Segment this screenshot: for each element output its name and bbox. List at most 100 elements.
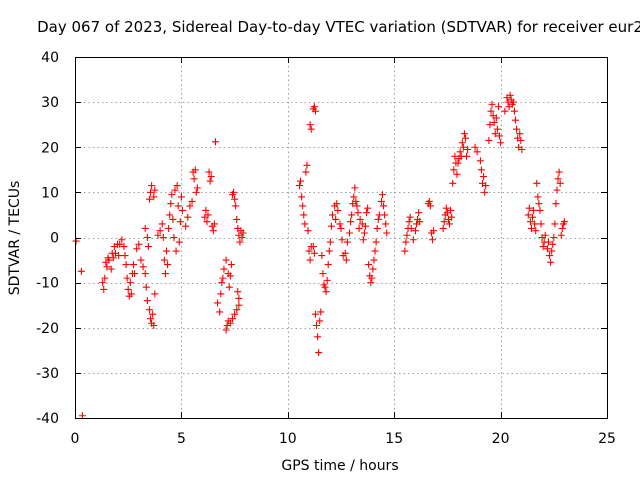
data-point: [311, 107, 319, 115]
data-point: [203, 218, 211, 226]
data-point: [409, 236, 417, 244]
data-point: [177, 193, 185, 201]
data-point: [147, 188, 155, 196]
data-point: [332, 215, 340, 223]
data-point: [313, 321, 321, 329]
data-point: [165, 224, 173, 232]
data-point: [236, 238, 244, 246]
data-point: [167, 200, 175, 208]
x-tick-label: 10: [279, 431, 297, 447]
data-point: [356, 215, 364, 223]
data-point: [126, 279, 134, 287]
data-point: [448, 213, 456, 221]
data-point: [517, 136, 525, 144]
y-tick-label: -30: [36, 366, 59, 382]
data-point: [334, 206, 342, 214]
data-point: [190, 175, 198, 183]
data-point: [170, 234, 178, 241]
data-point: [174, 202, 182, 210]
data-point: [235, 294, 243, 302]
data-point: [506, 91, 514, 99]
data-point: [209, 227, 217, 235]
data-point: [301, 220, 309, 228]
data-point: [314, 333, 322, 341]
data-point: [430, 227, 438, 235]
data-point: [350, 193, 358, 201]
data-point: [303, 161, 311, 169]
data-point: [116, 240, 124, 248]
data-point: [487, 107, 495, 115]
data-point: [154, 231, 162, 239]
data-point: [458, 139, 466, 147]
data-point: [216, 308, 224, 316]
data-point: [238, 234, 246, 241]
data-point: [463, 152, 471, 160]
data-point: [527, 224, 535, 232]
data-point: [305, 247, 313, 255]
data-point: [166, 211, 174, 219]
data-point: [373, 224, 381, 232]
data-point: [148, 182, 156, 190]
data-point: [173, 182, 181, 190]
data-point: [429, 236, 437, 244]
data-point: [225, 283, 233, 291]
data-point: [380, 202, 388, 210]
data-point: [127, 290, 135, 298]
data-point: [501, 107, 509, 115]
data-point: [160, 256, 168, 264]
data-point: [205, 168, 213, 176]
y-tick-label: 40: [41, 50, 59, 66]
data-point: [310, 103, 318, 111]
data-point: [297, 177, 305, 185]
data-point: [359, 236, 367, 244]
data-point: [235, 301, 243, 309]
data-point: [133, 245, 141, 253]
data-point: [107, 265, 115, 273]
data-point: [192, 188, 200, 196]
data-point: [310, 249, 318, 257]
data-point: [233, 215, 241, 223]
data-point: [481, 188, 489, 196]
data-point: [144, 243, 152, 251]
data-point: [552, 200, 560, 208]
data-point: [145, 306, 153, 314]
data-point: [323, 276, 331, 284]
axis-ticks: [75, 57, 608, 419]
x-tick-label: 5: [177, 431, 186, 447]
data-point: [184, 213, 192, 221]
data-point: [439, 224, 447, 232]
data-point: [99, 279, 107, 287]
data-point: [425, 197, 433, 205]
data-point: [304, 227, 312, 235]
data-point: [306, 121, 314, 129]
data-point: [175, 238, 183, 246]
data-point: [353, 202, 361, 210]
data-point: [333, 200, 341, 208]
data-point: [368, 274, 376, 282]
y-tick-label: 10: [41, 185, 59, 201]
data-point: [447, 206, 455, 214]
data-point: [233, 306, 241, 314]
data-point: [556, 179, 564, 187]
y-tick-label: -40: [36, 411, 59, 427]
data-point: [557, 231, 565, 239]
data-point: [461, 134, 469, 142]
data-point: [547, 258, 555, 266]
data-point: [316, 317, 324, 325]
data-point: [118, 236, 126, 244]
data-point: [103, 263, 111, 271]
data-point: [348, 211, 356, 219]
data-point: [407, 224, 415, 232]
data-point: [369, 265, 377, 273]
data-point: [311, 310, 319, 318]
data-point: [346, 229, 354, 237]
data-point: [555, 168, 563, 176]
y-axis-label: SDTVAR / TECUs: [7, 181, 23, 296]
data-point: [234, 288, 242, 296]
chart-title: Day 067 of 2023, Sidereal Day-to-day VTE…: [37, 18, 640, 36]
data-point: [120, 243, 128, 251]
data-point: [109, 254, 117, 262]
y-tick-label: -20: [36, 321, 59, 337]
data-point: [536, 206, 544, 214]
y-tick-label: -10: [36, 276, 59, 292]
